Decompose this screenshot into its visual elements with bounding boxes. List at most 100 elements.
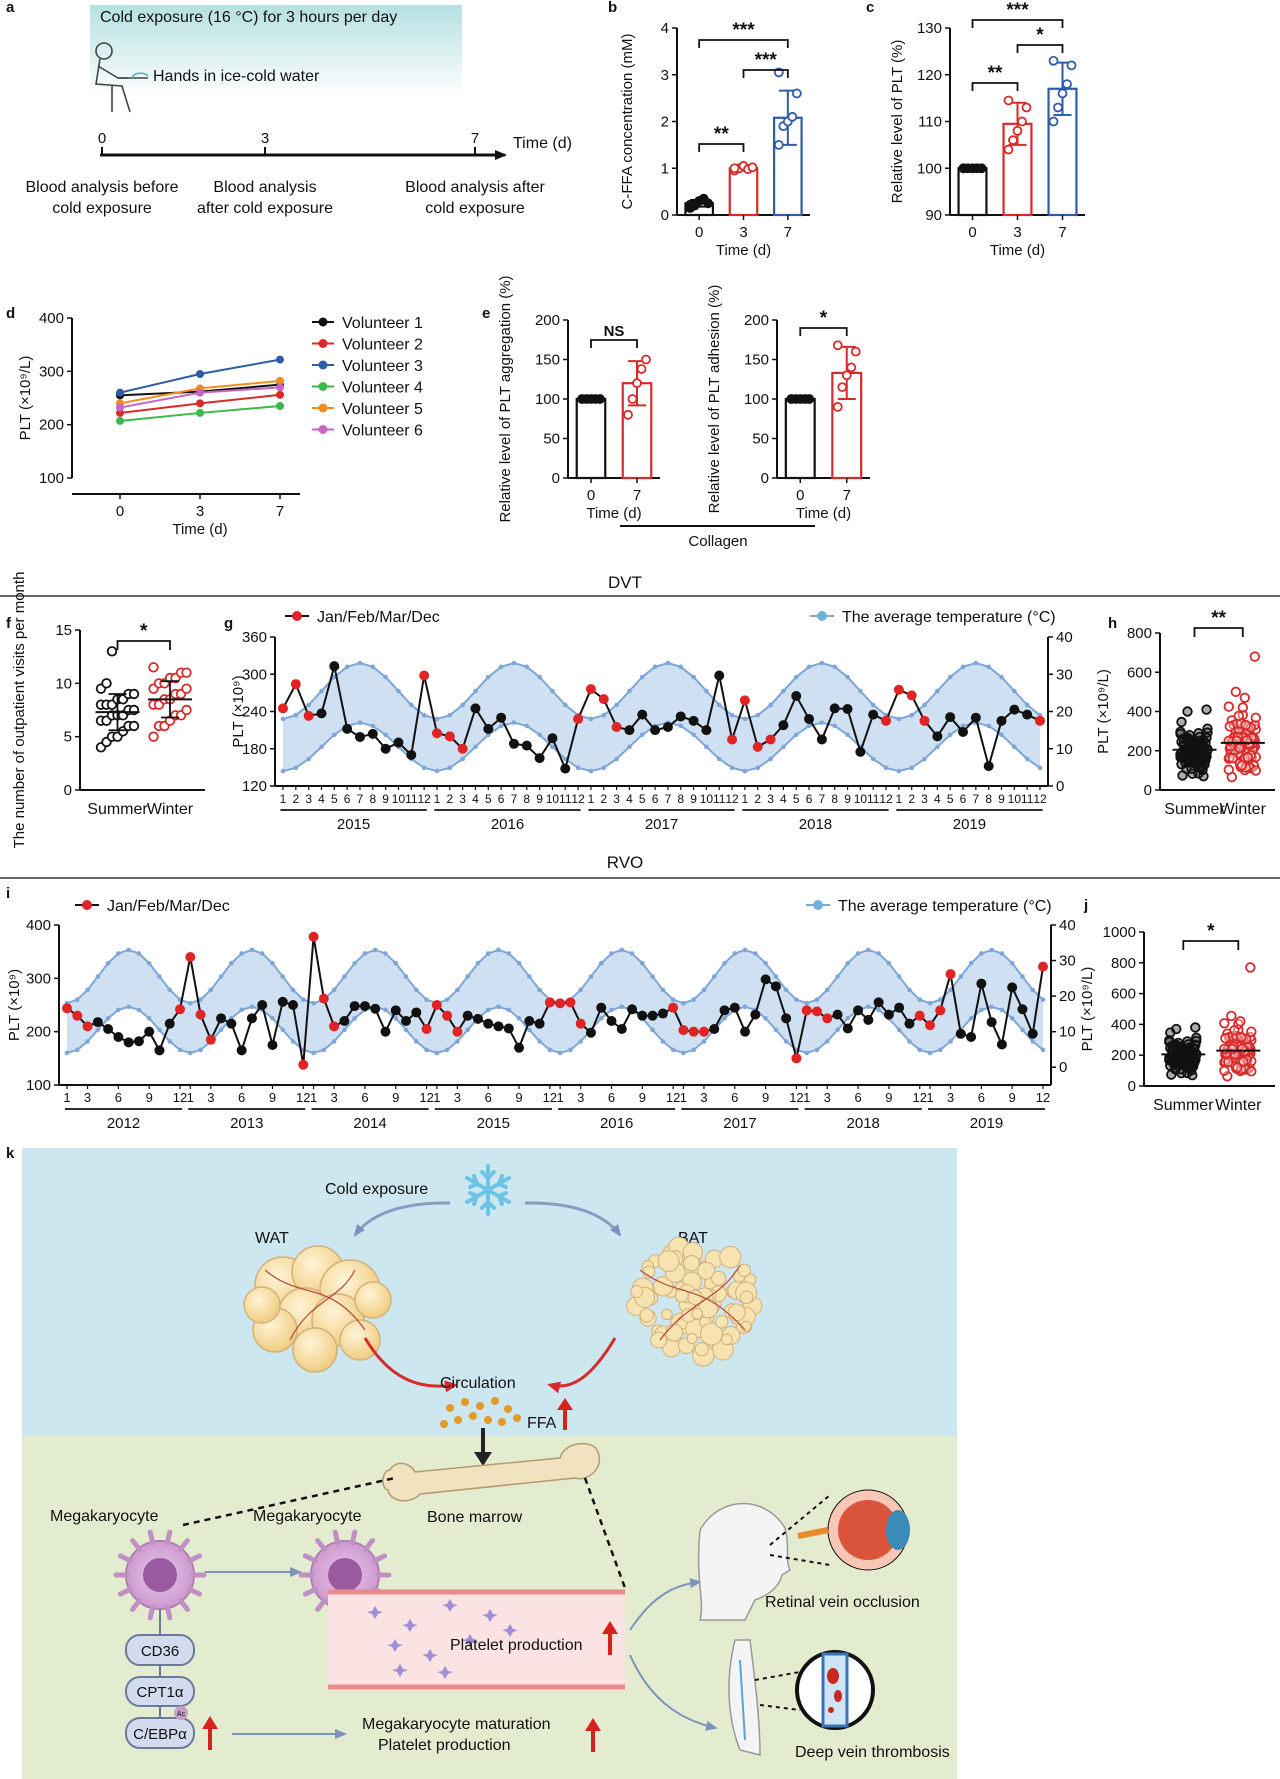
timeline-note: cold exposure <box>425 200 525 217</box>
plt-point <box>82 1021 93 1032</box>
month-label: 9 <box>690 792 697 806</box>
temperature-point <box>434 1050 440 1056</box>
plt-point <box>596 1002 607 1013</box>
temperature-point <box>917 1047 923 1053</box>
x-tick-label: 7 <box>276 503 284 520</box>
temperature-point <box>383 951 388 956</box>
temperature-point <box>979 1007 984 1013</box>
temperature-point <box>781 688 786 694</box>
temperature-point <box>527 1027 532 1033</box>
temperature-point <box>742 716 748 722</box>
temperature-point <box>806 723 812 729</box>
temperature-point <box>321 1047 327 1053</box>
temperature-point <box>917 997 923 1002</box>
temperature-point <box>619 947 625 953</box>
plt-point <box>906 690 917 701</box>
temperature-point <box>424 1047 429 1053</box>
temperature-point <box>167 987 173 993</box>
temperature-point <box>270 960 275 966</box>
year-label: 2015 <box>337 816 370 833</box>
x-axis-label: Time (d) <box>990 242 1045 259</box>
plt-point <box>894 1002 905 1013</box>
plt-point <box>868 709 879 720</box>
temperature-point <box>362 951 368 956</box>
temperature-point <box>935 688 940 694</box>
brown-fat-cell <box>714 1314 729 1329</box>
temperature-point <box>763 960 768 966</box>
temperature-point <box>588 974 594 979</box>
y-tick-label: 1000 <box>1103 924 1136 941</box>
plt-point <box>770 981 781 992</box>
temperature-point <box>598 1016 604 1021</box>
plt-point <box>616 1024 627 1034</box>
cold-banner <box>90 5 462 97</box>
temperature-point <box>311 1000 316 1006</box>
y-tick-label: 50 <box>543 431 560 448</box>
temperature-point <box>198 997 203 1002</box>
panel-letter-c: c <box>866 0 874 16</box>
month-label: 11 <box>713 792 726 806</box>
temperature-point <box>883 765 889 771</box>
y-tick-label: 150 <box>744 352 769 369</box>
significance-bracket <box>1182 940 1240 950</box>
y2-tick-label: 10 <box>1056 741 1073 758</box>
month-label: 9 <box>998 792 1005 806</box>
platelet <box>442 1599 458 1612</box>
temperature-point <box>74 997 80 1002</box>
panel-letter-d: d <box>6 305 15 322</box>
y2-tick-label: 40 <box>1056 629 1073 646</box>
plt-point <box>650 725 661 736</box>
white-fat-cell <box>292 1327 338 1373</box>
data-point <box>1191 1035 1202 1047</box>
temperature-point <box>999 732 1004 738</box>
plt-point <box>195 1009 206 1020</box>
temperature-point <box>979 951 984 956</box>
month-label: 9 <box>762 1090 769 1105</box>
plt-point <box>883 1009 894 1020</box>
data-point <box>837 382 848 393</box>
temperature-point <box>105 1016 111 1021</box>
plt-point <box>226 1018 237 1029</box>
series-point <box>196 370 204 378</box>
megakaryocyte-process <box>187 1586 203 1597</box>
temperature-point <box>319 744 324 750</box>
plt-point <box>236 1045 247 1056</box>
plt-point <box>329 661 340 672</box>
significance-label: * <box>140 621 148 642</box>
legend-marker <box>817 611 827 621</box>
platelet <box>462 1634 478 1647</box>
temperature-point <box>876 951 881 956</box>
x-tick-label: 0 <box>587 487 595 504</box>
data-point <box>1237 1043 1248 1054</box>
significance-bracket <box>742 69 789 78</box>
dashed-eye-bottom <box>769 1554 831 1566</box>
data-point <box>148 662 159 673</box>
plt-point <box>1038 961 1048 972</box>
temperature-point <box>768 756 773 762</box>
plt-point <box>401 1016 412 1026</box>
month-label: 12 <box>419 1090 433 1105</box>
temperature-point <box>681 1000 686 1006</box>
plt-point <box>303 710 314 721</box>
plt-point <box>444 731 455 742</box>
legend-label: Volunteer 2 <box>342 337 423 354</box>
temperature-point <box>614 756 619 762</box>
plt-point <box>924 1020 935 1031</box>
month-label: 8 <box>985 792 992 806</box>
temperature-point <box>866 1004 871 1010</box>
temperature-point <box>403 974 409 979</box>
plt-point <box>1027 1028 1038 1039</box>
temperature-point <box>306 702 311 708</box>
plt-point <box>419 670 430 681</box>
temperature-point <box>434 768 440 774</box>
plt-point <box>288 1000 299 1010</box>
cpt1a-label: CPT1α <box>136 1684 183 1701</box>
month-label: 10 <box>1008 792 1022 806</box>
temperature-point <box>460 756 465 762</box>
significance-bracket <box>698 39 789 48</box>
temperature-point <box>485 1007 491 1013</box>
x-tick-label: 0 <box>695 224 703 241</box>
temperature-point <box>755 765 761 771</box>
significance-label: * <box>1207 921 1215 942</box>
month-label: 12 <box>789 1090 803 1105</box>
